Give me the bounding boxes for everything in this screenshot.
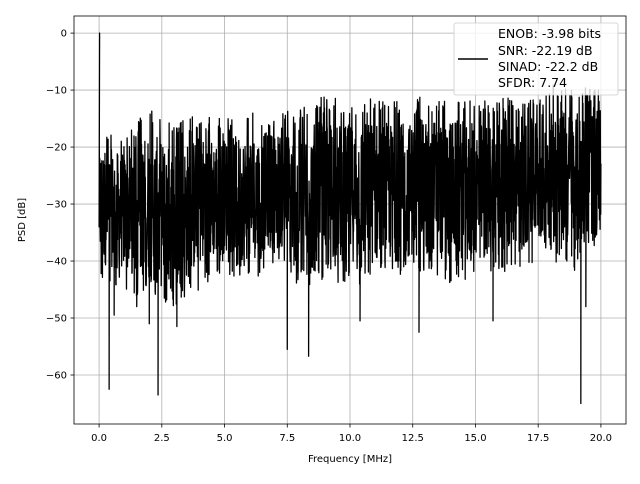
- x-tick-label: 5.0: [217, 433, 233, 444]
- y-tick-label: 0: [61, 29, 67, 40]
- y-tick-label: −30: [46, 200, 67, 211]
- x-tick-label: 17.5: [527, 433, 549, 444]
- legend-sinad: SINAD: -22.2 dB: [498, 59, 598, 74]
- legend: ENOB: -3.98 bits SNR: -22.19 dB SINAD: -…: [453, 22, 619, 96]
- x-tick-label: 7.5: [279, 433, 295, 444]
- legend-enob: ENOB: -3.98 bits: [498, 26, 601, 41]
- x-tick-label: 20.0: [590, 433, 612, 444]
- y-axis-label: PSD [dB]: [17, 198, 28, 242]
- y-tick-label: −60: [46, 370, 67, 381]
- plot-area: [98, 32, 602, 405]
- y-tick-label: −40: [46, 257, 67, 268]
- y-tick-label: −10: [46, 86, 67, 97]
- x-tick-label: 12.5: [402, 433, 424, 444]
- x-tick-label: 0.0: [91, 433, 107, 444]
- x-tick-label: 15.0: [464, 433, 486, 444]
- y-tick-label: −20: [46, 143, 67, 154]
- y-axis: 0 −10 −20 −30 −40 −50 −60: [46, 29, 74, 381]
- x-axis-label: Frequency [MHz]: [308, 454, 392, 465]
- legend-snr: SNR: -22.19 dB: [498, 43, 593, 58]
- x-axis: 0.0 2.5 5.0 7.5 10.0 12.5 15.0 17.5 20.0: [91, 424, 612, 444]
- legend-sfdr: SFDR: 7.74: [498, 75, 567, 90]
- x-tick-label: 2.5: [154, 433, 170, 444]
- psd-line: [98, 32, 602, 405]
- x-tick-label: 10.0: [339, 433, 361, 444]
- y-tick-label: −50: [46, 314, 67, 325]
- legend-box: [453, 22, 619, 96]
